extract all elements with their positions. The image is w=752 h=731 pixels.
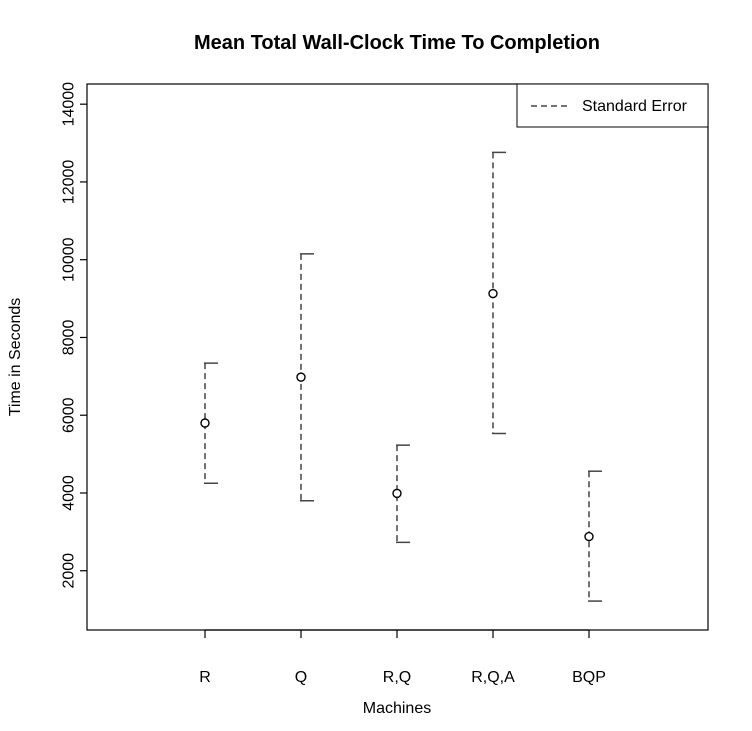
x-tick-label-R,Q: R,Q [383,669,411,686]
plot-frame [86,83,709,631]
x-tick-label-BQP: BQP [572,669,606,686]
y-tick-label-10000: 10000 [61,237,78,282]
chart-title: Mean Total Wall-Clock Time To Completion [194,32,600,54]
x-tick-label-R,Q,A: R,Q,A [471,669,515,686]
x-tick-label-Q: Q [295,669,307,686]
x-axis-label: Machines [363,700,431,717]
y-tick-label-4000: 4000 [61,475,78,511]
legend-entry-standard-error: Standard Error [582,98,688,115]
y-tick-label-6000: 6000 [61,397,78,433]
mean-point-Q [296,372,306,382]
mean-point-BQP [584,531,594,542]
error-bar-group-BQP [584,470,602,602]
error-bar-group-R [200,362,218,485]
mean-point-R,Q [392,488,402,499]
y-tick-label-8000: 8000 [61,320,78,356]
y-axis: 2000 4000 6000 8000 10000 12000 14000 [61,82,87,589]
mean-point-R [200,418,210,428]
x-tick-label-R: R [199,669,211,686]
y-tick-label-14000: 14000 [61,82,78,127]
y-tick-label-12000: 12000 [61,160,78,205]
x-axis: R Q R,Q R,Q,A BQP [199,629,606,686]
y-tick-label-2000: 2000 [61,553,78,589]
y-axis-label: Time in Seconds [7,298,24,417]
error-bar-group-Q [296,253,314,502]
legend-box [516,83,709,128]
legend: Standard Error [516,83,709,128]
error-bar-series [200,151,602,602]
error-bar-group-R,Q [392,444,410,544]
error-bar-group-R,Q,A [488,151,506,435]
mean-point-R,Q,A [488,288,498,299]
